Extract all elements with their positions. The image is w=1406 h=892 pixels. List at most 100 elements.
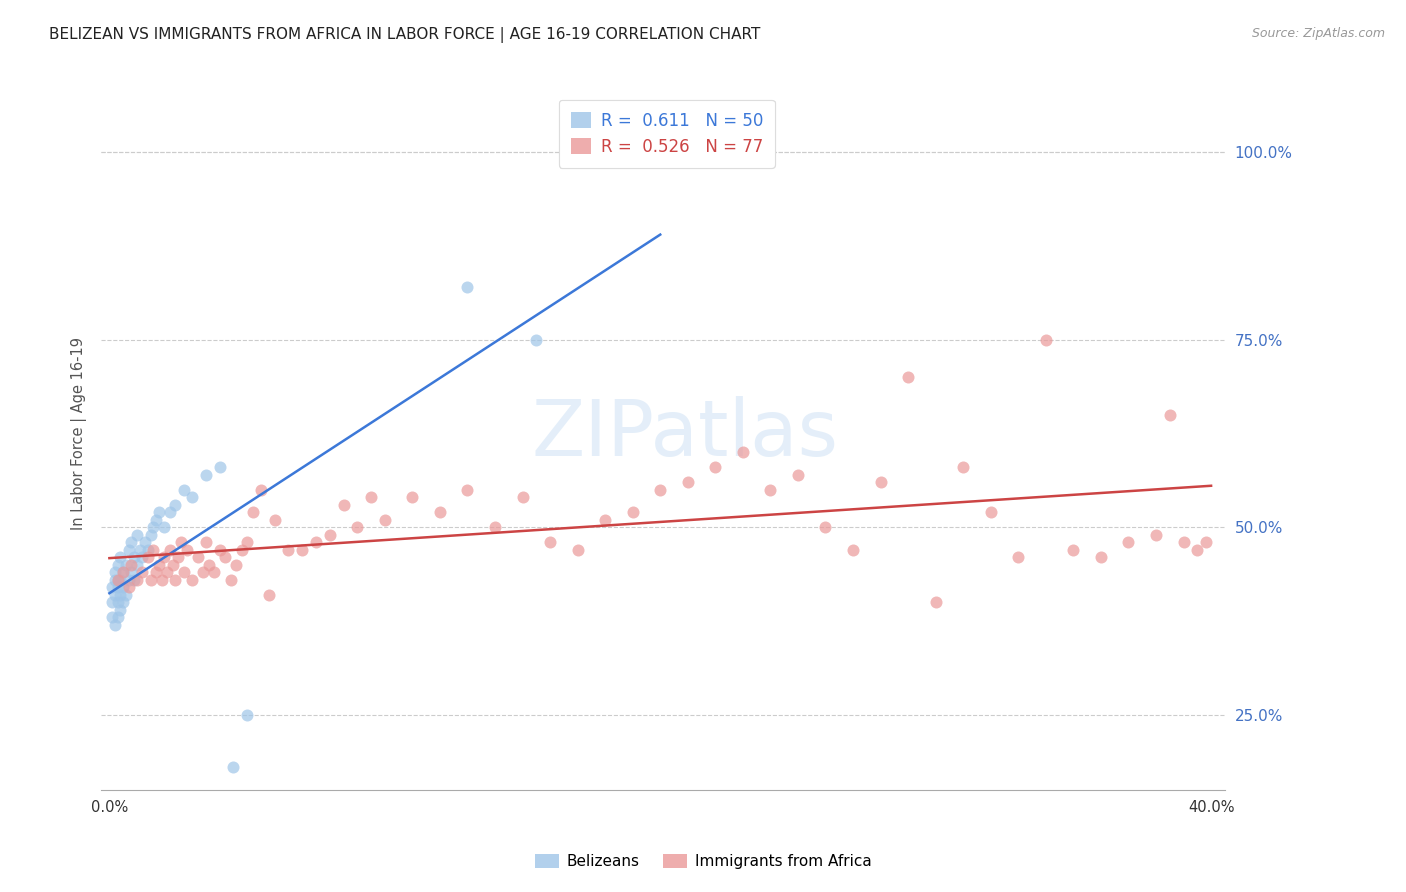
Point: [869, 475, 891, 490]
Point: [112, 566, 135, 580]
Point: [122, 550, 145, 565]
Point: [165, 573, 187, 587]
Point: [136, 550, 159, 565]
Point: [980, 505, 1002, 519]
Point: [208, 460, 231, 475]
Point: [118, 542, 141, 557]
Point: [142, 542, 165, 557]
Point: [524, 333, 547, 347]
Point: [156, 566, 179, 580]
Text: Source: ZipAtlas.com: Source: ZipAtlas.com: [1251, 27, 1385, 40]
Point: [263, 513, 285, 527]
Point: [145, 566, 167, 580]
Point: [115, 588, 138, 602]
Point: [170, 535, 193, 549]
Point: [118, 580, 141, 594]
Point: [181, 573, 204, 587]
Point: [704, 460, 727, 475]
Point: [101, 595, 124, 609]
Text: BELIZEAN VS IMMIGRANTS FROM AFRICA IN LABOR FORCE | AGE 16-19 CORRELATION CHART: BELIZEAN VS IMMIGRANTS FROM AFRICA IN LA…: [49, 27, 761, 43]
Point: [134, 535, 156, 549]
Point: [142, 520, 165, 534]
Point: [107, 558, 129, 572]
Point: [257, 588, 280, 602]
Point: [277, 542, 299, 557]
Point: [1144, 528, 1167, 542]
Point: [110, 573, 132, 587]
Point: [194, 535, 217, 549]
Point: [897, 370, 920, 384]
Point: [346, 520, 368, 534]
Point: [305, 535, 328, 549]
Point: [787, 467, 810, 482]
Point: [107, 580, 129, 594]
Point: [191, 566, 214, 580]
Point: [165, 498, 187, 512]
Point: [360, 491, 382, 505]
Point: [104, 618, 127, 632]
Point: [731, 445, 754, 459]
Point: [214, 550, 236, 565]
Point: [924, 595, 946, 609]
Point: [538, 535, 561, 549]
Point: [125, 573, 148, 587]
Point: [148, 505, 170, 519]
Point: [107, 610, 129, 624]
Point: [162, 558, 184, 572]
Point: [128, 542, 150, 557]
Point: [291, 542, 314, 557]
Point: [236, 707, 259, 722]
Point: [593, 145, 616, 160]
Point: [104, 566, 127, 580]
Point: [512, 491, 534, 505]
Point: [242, 505, 264, 519]
Point: [150, 573, 173, 587]
Point: [208, 542, 231, 557]
Point: [456, 483, 478, 497]
Point: [1062, 542, 1084, 557]
Point: [107, 595, 129, 609]
Point: [1118, 535, 1140, 549]
Point: [456, 280, 478, 294]
Point: [101, 610, 124, 624]
Point: [1090, 550, 1112, 565]
Point: [952, 460, 974, 475]
Point: [153, 520, 176, 534]
Point: [145, 513, 167, 527]
Point: [1007, 550, 1029, 565]
Point: [374, 513, 396, 527]
Text: ZIPatlas: ZIPatlas: [531, 396, 839, 472]
Point: [176, 542, 198, 557]
Point: [112, 580, 135, 594]
Point: [222, 760, 245, 774]
Point: [115, 558, 138, 572]
Point: [484, 520, 506, 534]
Point: [110, 588, 132, 602]
Point: [122, 573, 145, 587]
Point: [101, 580, 124, 594]
Point: [1159, 408, 1181, 422]
Point: [332, 498, 354, 512]
Point: [219, 573, 242, 587]
Point: [202, 566, 225, 580]
Point: [194, 467, 217, 482]
Point: [125, 558, 148, 572]
Point: [107, 573, 129, 587]
Point: [173, 566, 195, 580]
Point: [197, 558, 219, 572]
Point: [759, 483, 782, 497]
Point: [250, 835, 273, 849]
Point: [112, 595, 135, 609]
Point: [139, 573, 162, 587]
Point: [401, 491, 423, 505]
Point: [186, 550, 208, 565]
Point: [1035, 333, 1057, 347]
Legend: R =  0.611   N = 50, R =  0.526   N = 77: R = 0.611 N = 50, R = 0.526 N = 77: [560, 100, 775, 168]
Point: [1194, 535, 1216, 549]
Point: [814, 520, 837, 534]
Point: [120, 566, 142, 580]
Point: [429, 505, 451, 519]
Legend: Belizeans, Immigrants from Africa: Belizeans, Immigrants from Africa: [529, 848, 877, 875]
Point: [148, 558, 170, 572]
Point: [107, 573, 129, 587]
